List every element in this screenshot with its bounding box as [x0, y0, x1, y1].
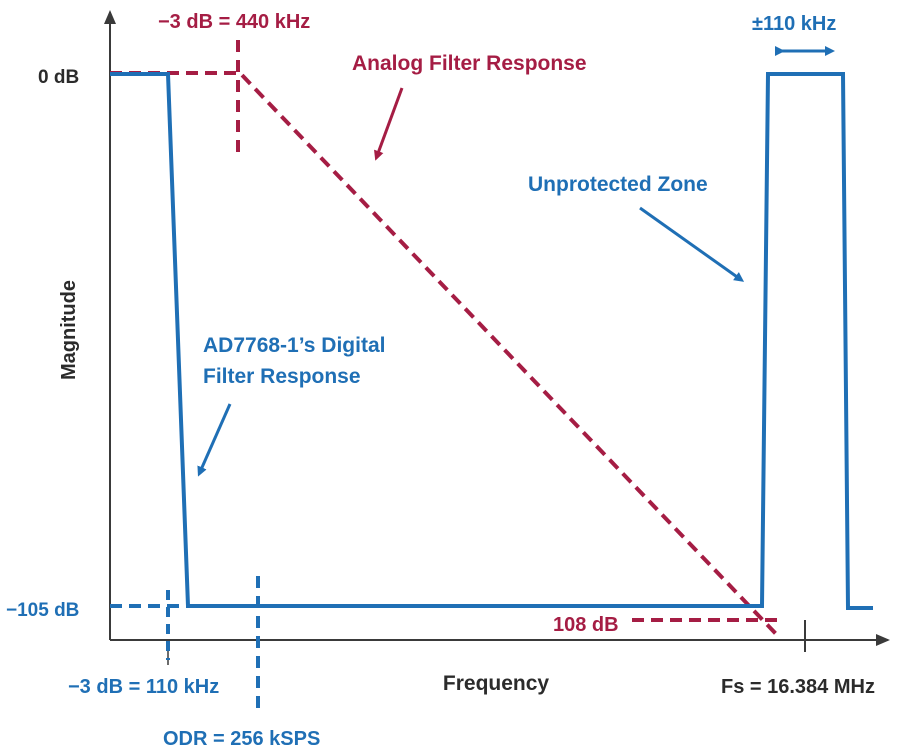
- unprotected-callout-arrow: [639, 206, 745, 282]
- analog-3db-label: −3 dB = 440 kHz: [158, 11, 310, 33]
- digital-filter-label-line1: AD7768-1’s Digital: [203, 334, 385, 357]
- analog-filter-label: Analog Filter Response: [352, 52, 587, 75]
- neg105-db-label: −105 dB: [6, 600, 79, 621]
- odr-label: ODR = 256 kSPS: [163, 728, 320, 750]
- fs-label: Fs = 16.384 MHz: [721, 676, 875, 698]
- x-axis-label: Frequency: [443, 672, 550, 695]
- digital-callout-arrow: [197, 403, 232, 477]
- analog-callout-arrow: [374, 87, 404, 161]
- unprotected-zone-label: Unprotected Zone: [528, 173, 708, 196]
- attenuation-label: 108 dB: [553, 614, 619, 636]
- zero-db-label: 0 dB: [38, 67, 79, 88]
- digital-3db-label: −3 dB = 110 kHz: [68, 676, 219, 698]
- bandwidth-label: ±110 kHz: [752, 13, 836, 35]
- digital-filter-curve: [110, 72, 873, 610]
- y-axis-label: Magnitude: [58, 280, 80, 380]
- digital-filter-label-line2: Filter Response: [203, 365, 361, 388]
